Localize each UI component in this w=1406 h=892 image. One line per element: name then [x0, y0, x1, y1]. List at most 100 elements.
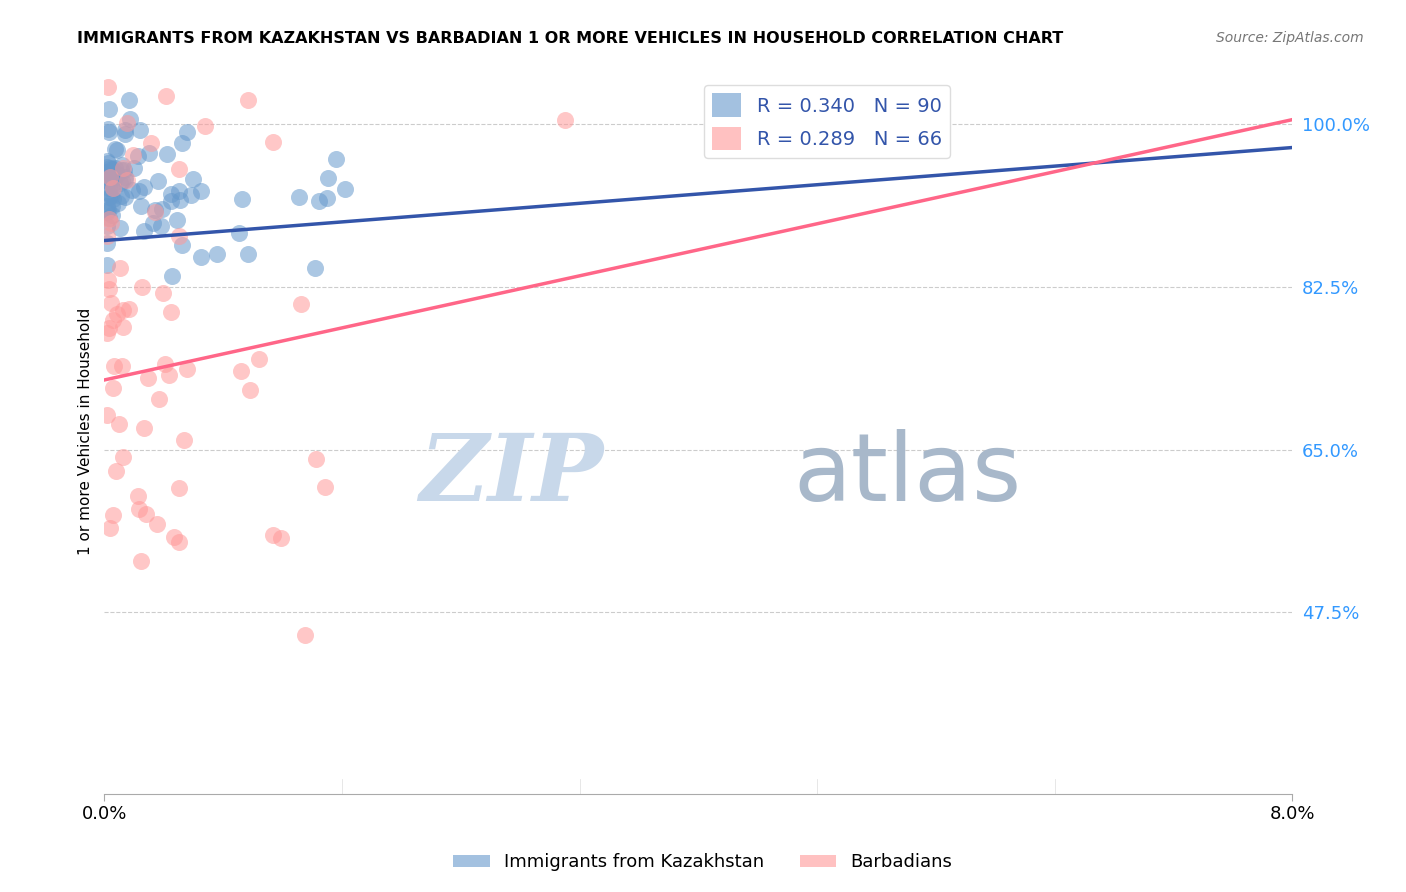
Point	[325, 153, 347, 167]
Legend: R = 0.340   N = 90, R = 0.289   N = 66: R = 0.340 N = 90, R = 0.289 N = 66	[704, 86, 950, 158]
Point	[152, 286, 174, 301]
Point	[111, 359, 134, 374]
Point	[160, 194, 183, 208]
Point	[98, 211, 121, 226]
Point	[305, 451, 328, 466]
Point	[101, 180, 124, 194]
Point	[141, 136, 163, 151]
Point	[100, 216, 122, 230]
Point	[129, 554, 152, 568]
Point	[166, 212, 188, 227]
Point	[134, 180, 156, 194]
Point	[163, 530, 186, 544]
Point	[131, 280, 153, 294]
Point	[96, 198, 118, 212]
Point	[316, 191, 339, 205]
Point	[117, 93, 139, 107]
Point	[97, 272, 120, 286]
Point	[114, 170, 136, 185]
Point	[132, 421, 155, 435]
Point	[114, 190, 136, 204]
Point	[101, 179, 124, 194]
Point	[96, 164, 118, 178]
Point	[98, 161, 121, 176]
Legend: Immigrants from Kazakhstan, Barbadians: Immigrants from Kazakhstan, Barbadians	[446, 847, 960, 879]
Point	[138, 146, 160, 161]
Point	[97, 321, 120, 335]
Point	[231, 364, 253, 378]
Point	[150, 219, 173, 233]
Point	[105, 168, 128, 182]
Text: ZIP: ZIP	[419, 430, 603, 520]
Point	[96, 408, 118, 422]
Point	[96, 219, 118, 234]
Point	[118, 112, 141, 126]
Point	[97, 125, 120, 139]
Point	[103, 359, 125, 373]
Point	[136, 371, 159, 385]
Point	[105, 143, 128, 157]
Point	[247, 352, 270, 367]
Point	[112, 450, 135, 465]
Point	[103, 170, 125, 185]
Point	[115, 173, 138, 187]
Point	[231, 192, 253, 206]
Point	[169, 193, 191, 207]
Point	[172, 136, 194, 150]
Point	[159, 186, 181, 201]
Point	[115, 116, 138, 130]
Point	[142, 216, 165, 230]
Point	[135, 507, 157, 521]
Point	[128, 184, 150, 198]
Y-axis label: 1 or more Vehicles in Household: 1 or more Vehicles in Household	[79, 308, 93, 555]
Point	[96, 205, 118, 219]
Point	[112, 303, 135, 318]
Point	[97, 190, 120, 204]
Point	[176, 125, 198, 139]
Point	[270, 531, 292, 545]
Point	[111, 158, 134, 172]
Point	[288, 190, 311, 204]
Point	[153, 357, 176, 371]
Point	[173, 433, 195, 447]
Point	[129, 199, 152, 213]
Point	[108, 260, 131, 275]
Point	[262, 135, 284, 149]
Point	[181, 172, 204, 186]
Point	[114, 128, 136, 142]
Point	[111, 320, 134, 334]
Point	[194, 120, 217, 134]
Point	[100, 208, 122, 222]
Point	[96, 235, 118, 250]
Point	[155, 88, 177, 103]
Point	[146, 174, 169, 188]
Point	[97, 174, 120, 188]
Point	[98, 521, 121, 535]
Point	[316, 170, 339, 185]
Point	[97, 202, 120, 217]
Point	[114, 173, 136, 187]
Point	[97, 156, 120, 170]
Point	[129, 122, 152, 136]
Point	[156, 147, 179, 161]
Point	[180, 188, 202, 202]
Text: Source: ZipAtlas.com: Source: ZipAtlas.com	[1216, 31, 1364, 45]
Point	[167, 228, 190, 243]
Point	[108, 417, 131, 432]
Point	[146, 517, 169, 532]
Point	[103, 142, 125, 156]
Text: atlas: atlas	[793, 429, 1022, 521]
Point	[104, 161, 127, 176]
Point	[103, 313, 125, 327]
Point	[107, 195, 129, 210]
Point	[236, 93, 259, 107]
Point	[160, 268, 183, 283]
Point	[112, 161, 135, 176]
Point	[314, 480, 336, 494]
Point	[96, 164, 118, 178]
Point	[112, 163, 135, 178]
Point	[105, 308, 128, 322]
Point	[143, 205, 166, 219]
Point	[97, 80, 120, 95]
Point	[239, 383, 262, 397]
